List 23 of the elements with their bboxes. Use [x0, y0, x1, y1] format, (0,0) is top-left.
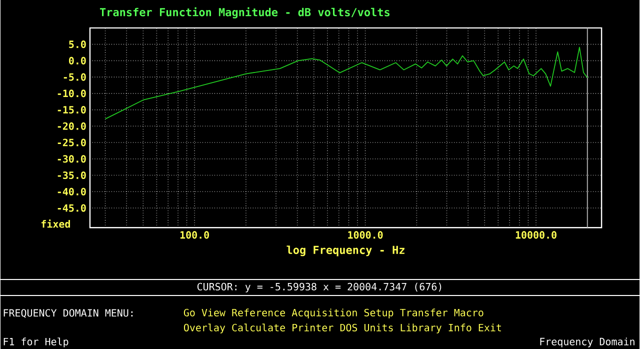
y-tick-label: 5.0: [69, 40, 86, 48]
x-axis-title: log Frequency - Hz: [286, 245, 404, 256]
text: Go View Reference Acquisition Setup Transfer Macro: [184, 308, 484, 318]
y-tick-label: -10.0: [58, 89, 86, 97]
y-tick-label: 0.0: [69, 56, 86, 64]
x-tick-label: 1000.0: [348, 230, 383, 238]
x-tick-label: 100.0: [180, 230, 209, 238]
y-tick-label: -20.0: [58, 122, 86, 130]
chart-title: Transfer Function Magnitude - dB volts/volts: [100, 7, 390, 18]
y-tick-label: -40.0: [58, 188, 86, 196]
text: Frequency Domain: [540, 337, 634, 348]
text: Overlay Calculate Printer DOS Units Library Info Exit: [184, 323, 501, 334]
text: CURSOR: y = -5.59938 x = 20004.7347 (676): [197, 282, 442, 292]
y-tick-label: -45.0: [58, 204, 86, 212]
text: F1 for Help: [4, 337, 68, 348]
y-tick-label: -30.0: [58, 154, 86, 162]
y-tick-label: -25.0: [58, 138, 86, 146]
y-tick-label: -5.0: [64, 73, 86, 81]
text: FREQUENCY DOMAIN MENU:: [4, 308, 133, 318]
text: fixed: [41, 219, 70, 228]
y-tick-label: -35.0: [58, 171, 86, 179]
x-tick-label: 10000.0: [516, 230, 556, 238]
y-tick-label: -15.0: [58, 106, 86, 114]
